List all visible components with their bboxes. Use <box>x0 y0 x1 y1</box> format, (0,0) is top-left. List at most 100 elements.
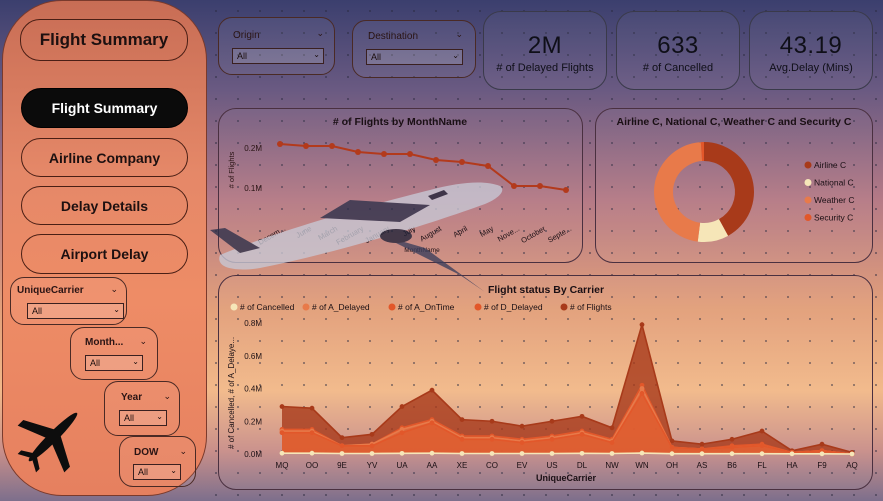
data-point <box>819 441 825 447</box>
slicer-label: Month... <box>85 337 124 348</box>
x-tick-label: EV <box>517 461 528 470</box>
chart-title: Airline C, National C, Weather C and Sec… <box>617 116 852 128</box>
chevron-down-icon[interactable]: ⌄ <box>110 284 118 294</box>
x-tick-label: DL <box>577 461 588 470</box>
nav-flight-summary-button[interactable]: Flight Summary <box>21 88 188 128</box>
legend-label: # of A_OnTime <box>398 302 455 312</box>
kpi-label: # of Cancelled <box>642 62 714 74</box>
x-tick-label: 9E <box>337 461 347 470</box>
y-tick-label: 0.4M <box>244 385 262 394</box>
data-point <box>609 425 615 431</box>
chart-title: # of Flights by MonthName <box>333 116 467 128</box>
y-tick-label: 0.2M <box>244 144 262 153</box>
chevron-down-icon[interactable]: ⌄ <box>163 391 171 401</box>
y-axis-label: # of Cancelled, # of A_Delaye... <box>227 337 236 449</box>
data-point <box>381 151 387 157</box>
data-point <box>329 143 335 149</box>
year-select[interactable]: All ⌄ <box>119 410 167 426</box>
x-axis-label: UniqueCarrier <box>536 473 597 483</box>
data-point <box>519 440 525 445</box>
donut-slice <box>704 142 754 236</box>
slicer-label: DOW <box>134 447 159 458</box>
data-point <box>579 450 585 456</box>
data-point <box>669 445 675 450</box>
airplane-illustration <box>210 182 503 292</box>
data-point <box>639 450 645 456</box>
x-tick-label: US <box>546 461 557 470</box>
origin-filter: Origin ⌄ All ⌄ <box>218 17 335 75</box>
legend-label: Weather C <box>814 195 854 205</box>
nav-airline-company-button[interactable]: Airline Company <box>21 138 188 177</box>
x-tick-label: B6 <box>727 461 737 470</box>
data-point <box>459 417 465 423</box>
nav-airport-delay-button[interactable]: Airport Delay <box>21 234 188 274</box>
sidebar-title: Flight Summary <box>20 19 188 61</box>
data-point <box>399 404 405 409</box>
origin-select[interactable]: All ⌄ <box>232 48 324 64</box>
kpi-label: # of Delayed Flights <box>496 62 594 74</box>
legend-marker <box>804 161 812 169</box>
chevron-down-icon[interactable]: ⌄ <box>455 29 463 39</box>
x-tick-label: UA <box>396 461 408 470</box>
data-point <box>669 438 675 444</box>
data-point <box>399 430 405 436</box>
donut-slice <box>654 142 703 242</box>
legend-label: # of A_Delayed <box>312 302 370 312</box>
legend-marker <box>804 196 812 204</box>
nav-delay-details-button[interactable]: Delay Details <box>21 186 188 225</box>
month-select[interactable]: All ⌄ <box>85 355 143 371</box>
x-tick-label: AA <box>427 461 438 470</box>
data-point <box>339 451 345 456</box>
kpi-value: 633 <box>657 32 699 59</box>
x-tick-label: F9 <box>817 461 827 470</box>
y-tick-label: 0.2M <box>244 417 262 426</box>
data-point <box>279 430 285 436</box>
donut-slice <box>700 142 704 162</box>
data-point <box>609 440 615 445</box>
destination-select[interactable]: All ⌄ <box>366 49 463 65</box>
chevron-down-icon[interactable]: ⌄ <box>316 28 324 38</box>
data-point <box>399 450 405 456</box>
data-point <box>609 451 615 456</box>
data-point <box>429 420 435 426</box>
chevron-down-icon[interactable]: ⌄ <box>179 446 187 456</box>
data-point <box>699 441 705 447</box>
x-tick-label: MQ <box>276 461 289 470</box>
origin-label: Origin <box>233 30 260 41</box>
airplane-icon <box>17 412 78 473</box>
y-tick-label: 0.8M <box>244 319 262 328</box>
x-tick-label: YV <box>367 461 378 470</box>
data-point <box>339 443 345 449</box>
data-point <box>459 159 465 165</box>
kpi-delayed-flights: 2M # of Delayed Flights <box>483 11 607 90</box>
legend-marker <box>230 303 238 311</box>
data-point <box>699 446 705 452</box>
data-point <box>277 141 283 147</box>
y-tick-label: 0.0M <box>244 450 262 459</box>
data-point <box>639 322 645 328</box>
data-point <box>489 436 495 442</box>
data-point <box>669 451 675 457</box>
destination-label: Destination <box>368 31 419 42</box>
y-tick-label: 0.1M <box>244 184 262 193</box>
data-point <box>511 183 517 189</box>
x-tick-label: HA <box>786 461 798 470</box>
data-point <box>819 451 825 457</box>
flight-status-by-carrier-panel <box>218 275 873 490</box>
flights-by-month-panel <box>218 108 583 263</box>
dow-select[interactable]: All ⌄ <box>133 464 181 480</box>
data-point <box>355 149 361 155</box>
chevron-down-icon[interactable]: ⌄ <box>139 336 147 346</box>
data-point <box>279 450 285 456</box>
data-point <box>729 436 735 442</box>
data-point <box>759 443 765 449</box>
kpi-label: Avg.Delay (Mins) <box>769 62 853 74</box>
kpi-cancelled: 633 # of Cancelled <box>616 11 740 90</box>
data-point <box>729 445 735 450</box>
data-point <box>489 451 495 456</box>
unique-carrier-select[interactable]: All ⌄ <box>27 303 124 319</box>
cause-breakdown-panel <box>595 108 873 263</box>
data-point <box>369 443 375 449</box>
legend-marker <box>474 303 482 311</box>
data-point <box>459 451 465 456</box>
